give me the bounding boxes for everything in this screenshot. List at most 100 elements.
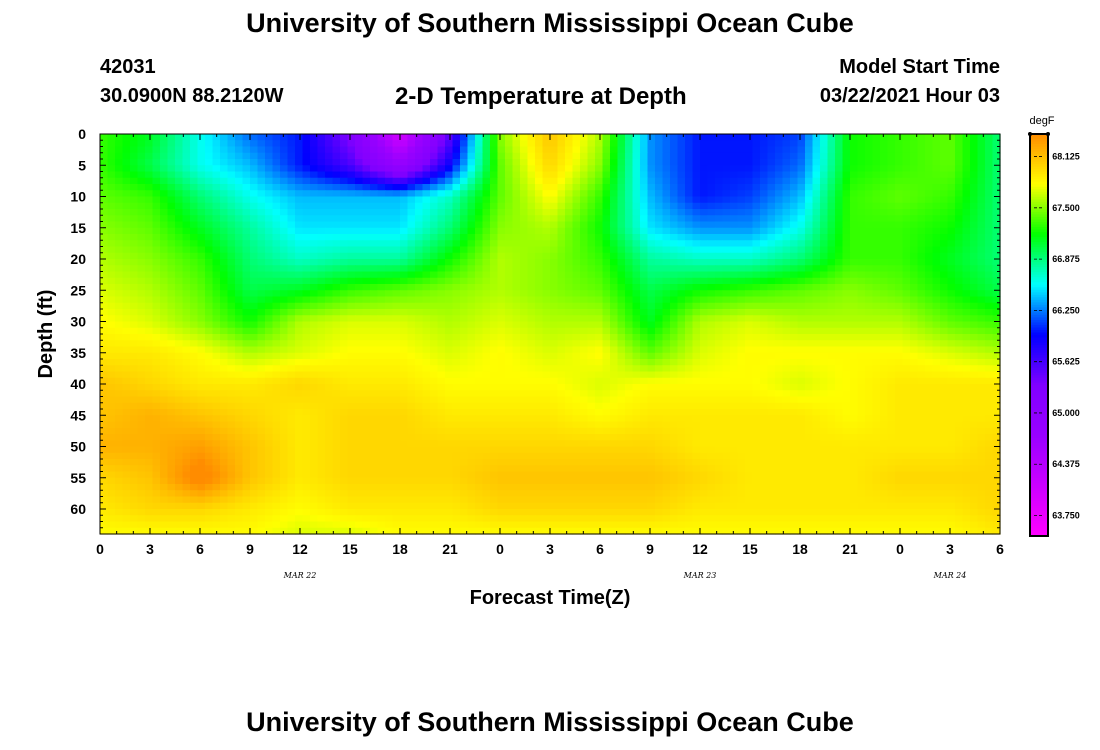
heatmap-cell [827, 215, 836, 223]
heatmap-cell [115, 346, 124, 354]
heatmap-cell [272, 227, 281, 235]
heatmap-cell [692, 146, 701, 154]
heatmap-cell [107, 140, 116, 148]
heatmap-cell [505, 377, 514, 385]
heatmap-cell [970, 134, 979, 141]
heatmap-cell [122, 171, 131, 179]
heatmap-cell [850, 296, 859, 304]
heatmap-cell [175, 259, 184, 266]
heatmap-cell [625, 377, 634, 385]
heatmap-cell [962, 234, 971, 241]
heatmap-cell [392, 252, 401, 260]
heatmap-cell [767, 177, 776, 185]
heatmap-cell [947, 215, 956, 223]
heatmap-cell [535, 315, 544, 323]
heatmap-cell [355, 359, 364, 366]
heatmap-cell [985, 240, 994, 248]
heatmap-cell [610, 209, 619, 216]
heatmap-cell [250, 365, 259, 373]
heatmap-cell [550, 359, 559, 366]
heatmap-cell [767, 184, 776, 191]
heatmap-cell [182, 271, 191, 279]
heatmap-cell [805, 334, 814, 341]
heatmap-cell [602, 265, 611, 273]
heatmap-cell [512, 315, 521, 323]
heatmap-cell [392, 321, 401, 329]
heatmap-cell [880, 177, 889, 185]
heatmap-cell [767, 271, 776, 279]
heatmap-cell [895, 365, 904, 373]
heatmap-cell [617, 202, 626, 210]
heatmap-cell [100, 221, 109, 229]
heatmap-cell [797, 296, 806, 304]
heatmap-cell [392, 246, 401, 254]
heatmap-cell [977, 234, 986, 241]
heatmap-cell [872, 240, 881, 248]
heatmap-cell [565, 346, 574, 354]
heatmap-cell [557, 284, 566, 291]
heatmap-cell [302, 140, 311, 148]
heatmap-cell [910, 152, 919, 160]
heatmap-cell [167, 221, 176, 229]
heatmap-cell [767, 134, 776, 141]
heatmap-cell [730, 215, 739, 223]
heatmap-cell [902, 302, 911, 310]
heatmap-cell [820, 246, 829, 254]
heatmap-cell [962, 377, 971, 385]
heatmap-cell [947, 134, 956, 141]
heatmap-cell [235, 296, 244, 304]
heatmap-cell [107, 165, 116, 173]
heatmap-cell [677, 240, 686, 248]
heatmap-cell [175, 346, 184, 354]
heatmap-cell [490, 290, 499, 298]
heatmap-cell [550, 327, 559, 335]
heatmap-cell [250, 340, 259, 348]
heatmap-cell [992, 327, 1001, 335]
heatmap-cell [790, 321, 799, 329]
heatmap-cell [752, 240, 761, 248]
heatmap-cell [632, 340, 641, 348]
heatmap-cell [790, 302, 799, 310]
heatmap-cell [572, 165, 581, 173]
heatmap-cell [790, 165, 799, 173]
heatmap-cell [632, 202, 641, 210]
heatmap-cell [820, 365, 829, 373]
heatmap-cell [992, 159, 1001, 166]
heatmap-cell [205, 290, 214, 298]
heatmap-cell [917, 265, 926, 273]
heatmap-cell [227, 334, 236, 341]
heatmap-cell [235, 265, 244, 273]
heatmap-cell [715, 146, 724, 154]
heatmap-cell [430, 184, 439, 191]
heatmap-cell [512, 202, 521, 210]
heatmap-cell [347, 221, 356, 229]
heatmap-cell [445, 159, 454, 166]
heatmap-cell [587, 302, 596, 310]
heatmap-cell [467, 252, 476, 260]
heatmap-cell [482, 365, 491, 373]
heatmap-cell [400, 315, 409, 323]
heatmap-cell [145, 271, 154, 279]
heatmap-cell [152, 246, 161, 254]
heatmap-cell [130, 240, 139, 248]
heatmap-cell [805, 234, 814, 241]
heatmap-cell [190, 215, 199, 223]
heatmap-cell [175, 277, 184, 285]
heatmap-cell [737, 196, 746, 204]
heatmap-cell [467, 302, 476, 310]
heatmap-cell [970, 240, 979, 248]
heatmap-cell [122, 234, 131, 241]
heatmap-cell [880, 277, 889, 285]
heatmap-cell [250, 327, 259, 335]
heatmap-cell [107, 359, 116, 366]
heatmap-cell [392, 327, 401, 335]
heatmap-cell [985, 252, 994, 260]
heatmap-cell [962, 365, 971, 373]
heatmap-cell [715, 234, 724, 241]
heatmap-cell [587, 159, 596, 166]
heatmap-cell [985, 359, 994, 366]
heatmap-cell [887, 340, 896, 348]
heatmap-cell [782, 259, 791, 266]
heatmap-cell [347, 165, 356, 173]
heatmap-cell [700, 265, 709, 273]
